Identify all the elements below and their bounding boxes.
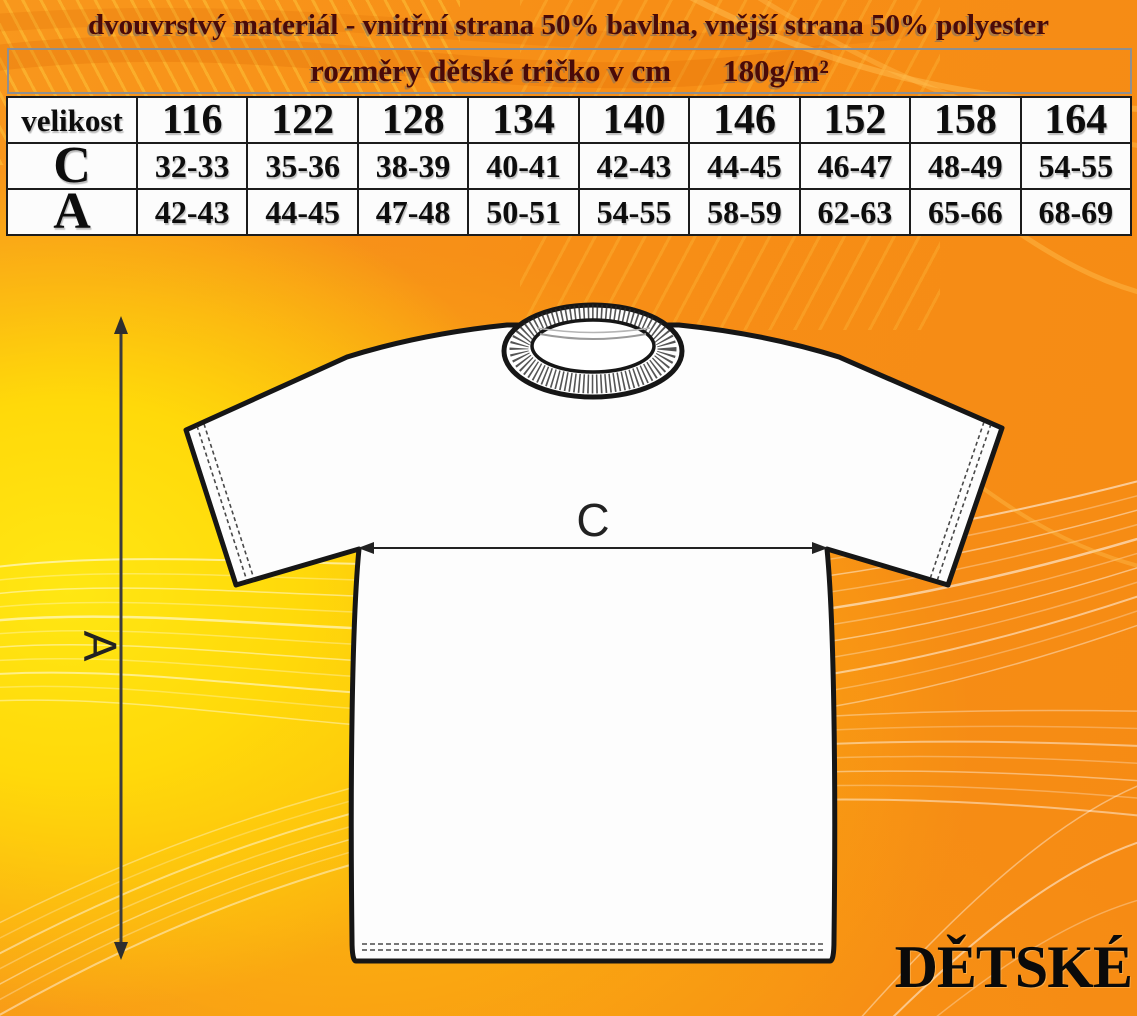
- chest-arrowhead-right: [812, 542, 828, 554]
- stitch-lines: [196, 421, 992, 951]
- table-title: rozměry dětské tričko v cm: [310, 53, 672, 88]
- length-value: 68-69: [1021, 190, 1130, 234]
- chest-value: 32-33: [138, 144, 247, 188]
- row-label-length: A: [8, 186, 136, 238]
- length-value: 42-43: [138, 190, 247, 234]
- chest-arrowhead-left: [358, 542, 374, 554]
- collar-ribbing: [509, 304, 677, 394]
- chest-value: 35-36: [248, 144, 357, 188]
- height-arrowhead-top: [114, 316, 128, 334]
- length-value: 65-66: [911, 190, 1020, 234]
- chest-value: 48-49: [911, 144, 1020, 188]
- length-value: 50-51: [469, 190, 578, 234]
- length-value: 44-45: [248, 190, 357, 234]
- size-column-header: 158: [911, 98, 1020, 142]
- length-value: 58-59: [690, 190, 799, 234]
- chest-value: 44-45: [690, 144, 799, 188]
- size-column-header: 146: [690, 98, 799, 142]
- table-title-box: rozměry dětské tričko v cm 180g/m²: [7, 48, 1132, 94]
- size-column-header: 116: [138, 98, 247, 142]
- material-note: dvouvrstvý materiál - vnitřní strana 50%…: [88, 9, 1049, 41]
- chest-value: 54-55: [1021, 144, 1130, 188]
- height-dimension: A: [74, 316, 128, 960]
- chest-width-label: C: [576, 494, 609, 546]
- chest-value: 46-47: [800, 144, 910, 188]
- body-length-label: A: [74, 631, 126, 662]
- category-label: DĚTSKÉ: [894, 934, 1133, 1000]
- size-table: velikost 116 122 128 134 140 146 152 158…: [6, 96, 1132, 238]
- size-column-header: 140: [579, 98, 689, 142]
- chest-value: 40-41: [469, 144, 578, 188]
- chest-value: 42-43: [579, 144, 689, 188]
- size-table-corner-label: velikost: [8, 98, 136, 142]
- row-label-chest: C: [8, 140, 136, 192]
- weight-label: 180g/m²: [723, 53, 829, 88]
- size-column-header: 134: [469, 98, 578, 142]
- size-column-header: 128: [358, 98, 468, 142]
- length-value: 62-63: [800, 190, 910, 234]
- tshirt-outline: [183, 322, 1005, 964]
- height-arrowhead-bottom: [114, 942, 128, 960]
- collar: [501, 302, 685, 400]
- length-value: 54-55: [579, 190, 689, 234]
- chest-dimension: C: [358, 494, 828, 554]
- size-column-header: 122: [248, 98, 357, 142]
- length-value: 47-48: [358, 190, 468, 234]
- tshirt-drawing: [183, 302, 1005, 964]
- size-column-header: 152: [800, 98, 910, 142]
- size-column-header: 164: [1021, 98, 1130, 142]
- chest-value: 38-39: [358, 144, 468, 188]
